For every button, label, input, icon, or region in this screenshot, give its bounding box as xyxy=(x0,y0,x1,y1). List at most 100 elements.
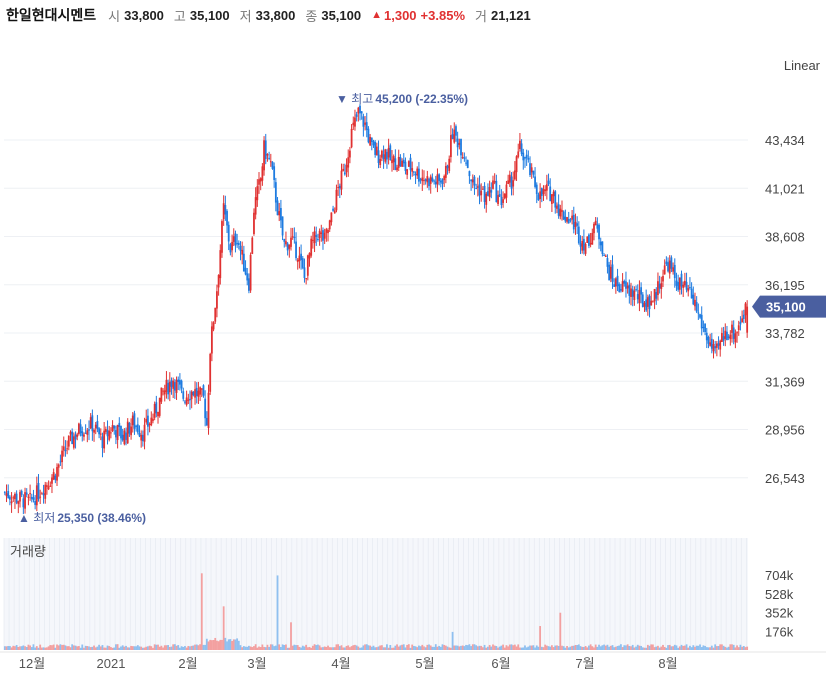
volume-bar xyxy=(620,644,622,650)
volume-bar xyxy=(79,647,82,650)
volume-bar xyxy=(539,626,542,650)
candle-body xyxy=(305,278,308,280)
candle-body xyxy=(726,331,728,341)
volume-bar xyxy=(498,646,501,650)
candle-body xyxy=(237,242,240,246)
volume-bar xyxy=(167,645,170,650)
volume-bar xyxy=(653,647,656,650)
candle-body xyxy=(485,193,488,205)
candle-body xyxy=(724,330,727,339)
volume-bar xyxy=(589,644,592,650)
volume-bar xyxy=(126,647,129,650)
volume-bar xyxy=(742,645,745,650)
volume-bar xyxy=(259,647,262,650)
candle-body xyxy=(229,244,232,253)
volume-bar xyxy=(391,647,393,650)
volume-bar xyxy=(91,646,94,650)
volume-bar xyxy=(209,639,212,650)
candle-body xyxy=(141,434,144,442)
candle-body xyxy=(342,168,345,171)
candle-body xyxy=(694,299,696,307)
volume-bar xyxy=(317,644,319,650)
volume-bar xyxy=(115,644,117,650)
volume-bar xyxy=(433,646,435,650)
scale-mode-toggle[interactable]: Linear xyxy=(783,58,820,73)
current-price-label: 35,100 xyxy=(766,300,806,315)
volume-bar xyxy=(14,646,16,650)
candle-body xyxy=(534,176,536,187)
candle-body xyxy=(120,426,122,439)
candle-body xyxy=(532,170,535,175)
candle-body xyxy=(667,262,669,272)
volume-tick-label: 176k xyxy=(765,624,794,639)
volume-bar xyxy=(253,646,255,650)
volume-bar xyxy=(683,645,686,650)
volume-bar xyxy=(24,646,26,650)
candle-body xyxy=(179,379,181,385)
candle-body xyxy=(369,136,372,146)
candle-body xyxy=(51,477,53,484)
volume-bar xyxy=(490,646,493,650)
volume-bar xyxy=(120,646,122,650)
volume-bar xyxy=(22,645,25,650)
volume-bar xyxy=(104,647,107,650)
candle-body xyxy=(360,111,363,114)
volume-bar xyxy=(84,645,87,650)
candle-body xyxy=(199,387,201,395)
volume-bar xyxy=(179,647,181,650)
candle-body xyxy=(498,194,501,197)
volume-bar xyxy=(359,647,361,650)
volume-bar xyxy=(582,646,585,650)
volume-bar xyxy=(537,646,540,650)
current-price-badge-bg xyxy=(752,295,826,318)
candle-body xyxy=(663,265,666,275)
volume-bar xyxy=(25,646,28,650)
candle-body xyxy=(325,229,328,233)
candle-body xyxy=(668,260,671,274)
volume-bar xyxy=(158,646,161,650)
candle-body xyxy=(157,411,159,417)
volume-bar xyxy=(636,644,639,650)
candle-body xyxy=(337,187,340,189)
volume-bar xyxy=(163,645,166,650)
volume-bar xyxy=(739,644,742,650)
triangle-down-icon: ▼ xyxy=(336,92,351,106)
candle-body xyxy=(722,336,725,341)
volume-bar xyxy=(143,647,146,650)
candle-body xyxy=(40,493,43,495)
volume-bar xyxy=(328,647,331,650)
volume-bar xyxy=(367,645,370,650)
volume-bar xyxy=(625,645,627,650)
close-label: 종 xyxy=(305,8,318,24)
candle-body xyxy=(71,431,74,445)
volume-bar xyxy=(392,647,395,650)
candle-body xyxy=(446,165,449,169)
volume-bar xyxy=(266,644,269,650)
volume-axis: 704k 528k 352k 176k xyxy=(765,568,794,639)
volume-bar xyxy=(125,645,127,650)
volume-bar xyxy=(581,646,584,650)
volume-bar xyxy=(729,644,732,650)
candle-body xyxy=(465,162,467,164)
candle-body xyxy=(172,380,175,389)
candle-body xyxy=(7,490,10,498)
candle-body xyxy=(242,253,245,272)
time-tick-label: 5월 xyxy=(415,656,434,671)
candle-body xyxy=(313,231,316,244)
candle-body xyxy=(380,150,383,158)
candle-body xyxy=(286,243,289,251)
volume-bar xyxy=(545,645,548,650)
volume-bar xyxy=(109,647,112,650)
volume-bar xyxy=(672,646,674,650)
candle-body xyxy=(727,336,730,338)
volume-bar xyxy=(135,646,138,650)
candle-body xyxy=(460,138,462,156)
candle-body xyxy=(557,204,560,216)
volume-bar xyxy=(7,646,10,650)
candle-body xyxy=(651,301,654,303)
volume-bar xyxy=(657,645,659,650)
volume-bar xyxy=(628,646,631,650)
candle-body xyxy=(517,151,520,157)
candle-body xyxy=(421,177,424,182)
